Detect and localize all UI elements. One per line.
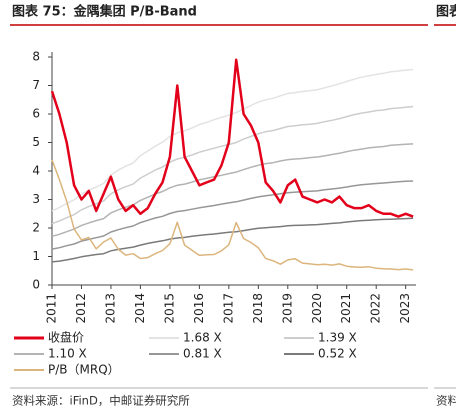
legend-label: P/B（MRQ） xyxy=(48,363,120,377)
x-tick-label: 2022 xyxy=(369,293,383,324)
y-tick-label: 7 xyxy=(32,78,40,92)
y-tick-label: 8 xyxy=(32,50,40,64)
legend-label: 收盘价 xyxy=(48,330,84,345)
x-tick-label: 2011 xyxy=(45,293,59,324)
x-tick-label: 2017 xyxy=(221,293,235,324)
y-tick-label: 5 xyxy=(32,135,40,149)
x-tick-label: 2014 xyxy=(133,293,147,324)
x-tick-label: 2013 xyxy=(103,293,117,324)
x-tick-label: 2020 xyxy=(310,293,324,324)
chart-title: 图表 75：金隅集团 P/B-Band xyxy=(12,4,197,20)
y-tick-label: 4 xyxy=(32,164,40,178)
legend-label: 1.68 X xyxy=(183,331,222,345)
series-line xyxy=(51,159,414,271)
y-tick-label: 2 xyxy=(32,221,40,235)
y-tick-label: 1 xyxy=(32,249,40,263)
x-tick-label: 2016 xyxy=(192,293,206,324)
y-tick-label: 6 xyxy=(32,107,40,121)
series-line xyxy=(51,105,414,225)
series-line xyxy=(50,58,414,218)
x-tick-label: 2019 xyxy=(280,293,294,324)
source: 资料来源：iFinD，中邮证券研究所 xyxy=(12,394,190,408)
x-tick-label: 2015 xyxy=(162,293,176,324)
legend-label: 0.52 X xyxy=(318,347,357,361)
series-line xyxy=(51,143,414,238)
fragment-source: 资料 xyxy=(436,394,456,408)
x-tick-label: 2018 xyxy=(251,293,265,324)
legend-label: 0.81 X xyxy=(183,347,222,361)
legend-label: 1.39 X xyxy=(318,331,357,345)
y-tick-label: 0 xyxy=(32,278,40,292)
fragment-title: 图表 xyxy=(436,4,456,20)
x-tick-label: 2012 xyxy=(74,293,88,324)
x-tick-label: 2023 xyxy=(398,293,412,324)
x-tick-label: 2021 xyxy=(339,293,353,324)
legend-label: 1.10 X xyxy=(48,347,87,361)
y-tick-label: 3 xyxy=(32,192,40,206)
series-line xyxy=(51,180,414,250)
